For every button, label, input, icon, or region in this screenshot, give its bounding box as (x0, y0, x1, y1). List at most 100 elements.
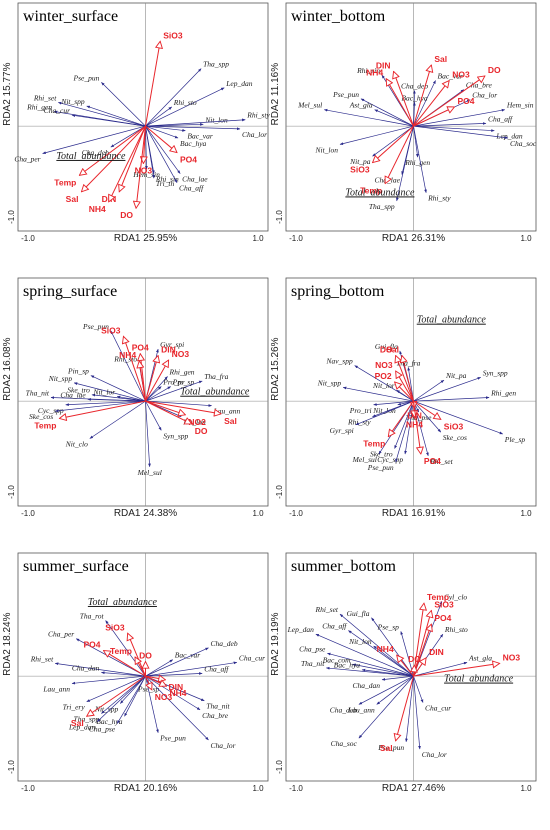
species-label-Nit_pa: Nit_pa (349, 157, 371, 166)
species-arrow-Tha_nit (326, 666, 414, 677)
species-label-Rhi_sto: Rhi_sto (444, 625, 468, 634)
env-label-NO3: NO3 (503, 652, 521, 662)
env-label-NO3: NO3 (172, 349, 190, 359)
y-tick-label: -1.0 (7, 485, 16, 499)
species-arrow-Lau_ann (71, 675, 146, 685)
env-label-NO3: NO3 (375, 360, 393, 370)
x-axis-label: RDA1 24.38% (114, 508, 177, 519)
env-arrow-Sal (145, 400, 222, 414)
species-label-Cha_bre: Cha_bre (202, 711, 229, 720)
species-arrow-Ast_gla (374, 109, 414, 127)
species-arrow-Syn_spp (413, 377, 482, 402)
species-label-Cha_lae: Cha_lae (182, 175, 208, 184)
species-label-Syn_spp: Syn_spp (163, 431, 188, 440)
species-arrow-Ple_sp (413, 400, 504, 435)
species-label-Pro_sp: Pro_sp (172, 378, 195, 387)
env-arrow-SiO3 (123, 336, 146, 402)
species-arrow-Bac_var (413, 80, 436, 127)
species-arrow-Cha_deb (358, 675, 414, 705)
species-label-Mel_sul: Mel_sul (137, 468, 162, 477)
species-arrow-Nit_clo (89, 400, 146, 439)
species-arrow-Cha_pse (116, 675, 146, 724)
species-arrow-Bac_var (145, 125, 186, 132)
env-arrow-DO (136, 126, 146, 208)
species-label-Cha_deb: Cha_deb (211, 639, 238, 648)
y-tick-label: -1.0 (275, 760, 284, 774)
total-abundance-label: Total_abundance (180, 387, 250, 398)
x-tick-label: 1.0 (252, 784, 264, 793)
total-abundance-label: Total_abundance (56, 151, 126, 162)
env-label-PO4: PO4 (434, 613, 451, 623)
species-arrow-Tha_spp (396, 126, 414, 202)
species-label-Bac_hya: Bac_hya (96, 717, 122, 726)
species-label-Cha_dan: Cha_dan (352, 681, 380, 690)
species-arrow-Gui_fla (371, 617, 414, 677)
env-label-NO3: NO3 (452, 70, 470, 80)
species-arrow-Rhi_sto (145, 106, 173, 127)
species-label-Pse_pun: Pse_pun (159, 734, 186, 743)
rda-panel-summer_surface: summer_surface Tha_rot Cha_per Rhi_set Cha_d… (2, 552, 269, 794)
env-arrow-PO4 (413, 107, 455, 127)
env-label-Sal: Sal (71, 718, 84, 728)
species-arrow-Lau_ann (376, 675, 414, 705)
species-label-Tha_nit: Tha_nit (206, 702, 230, 711)
species-arrow-Nav_spp (354, 365, 414, 402)
species-label-Nit_spp: Nit_spp (94, 704, 119, 713)
species-label-Cha_aff: Cha_aff (179, 184, 204, 193)
env-arrow-SiO3 (373, 125, 414, 162)
species-arrow-Lau_ann (145, 400, 212, 407)
species-arrow-Cha_dan (381, 675, 414, 681)
species-arrow-Pse_pun (360, 98, 414, 127)
species-label-Lau_ann: Lau_ann (42, 684, 70, 693)
species-arrow-Cha_aff (145, 125, 178, 183)
species-label-Cha_aff: Cha_aff (204, 664, 229, 673)
env-label-SiO3: SiO3 (444, 421, 464, 431)
env-arrow-NH4 (139, 361, 146, 402)
species-label-Rhi_sty: Rhi_sty (347, 418, 371, 427)
species-label-Ple_sp: Ple_sp (504, 435, 526, 444)
species-arrow-Cha_lor (145, 125, 241, 131)
panel-title: summer_surface (23, 558, 129, 575)
rda-panel-spring_bottom: spring_bottom Gui_fla Tha_fra Nav_spp Nit_pa… (270, 277, 537, 519)
species-label-Ske_cos: Ske_cos (29, 412, 53, 421)
species-arrow-Cha_soc (413, 125, 509, 139)
env-arrow-Sal (413, 65, 432, 127)
x-axis-label: RDA1 26.31% (382, 233, 445, 244)
species-arrow-Cyc_spp (404, 401, 414, 455)
species-label-Nit_spp: Nit_spp (48, 374, 73, 383)
env-label-PO4: PO4 (180, 155, 197, 165)
env-arrow-Temp (79, 125, 146, 175)
env-label-DIN: DIN (376, 60, 391, 70)
species-arrow-Pro_pr (145, 386, 162, 402)
species-arrow-Nit_spp (86, 105, 146, 127)
env-label-SiO3: SiO3 (101, 325, 121, 335)
species-arrow-Cha_lor (145, 675, 209, 741)
species-arrow-Pse_pun (405, 676, 414, 743)
species-arrow-Cha_cur (71, 114, 146, 127)
species-label-Nit_lon: Nit_lon (314, 145, 338, 154)
env-label-SiO3: SiO3 (350, 165, 370, 175)
species-label-Cha_soc: Cha_soc (331, 739, 358, 748)
total-abundance-label: Total_abundance (444, 674, 514, 685)
species-arrow-Bac_com (352, 663, 414, 677)
env-label-Sal: Sal (434, 54, 447, 64)
panel-title: winter_surface (23, 8, 118, 25)
species-label-Lep_dan: Lep_dan (495, 132, 522, 141)
env-arrow-Sal (81, 125, 146, 192)
env-label-NH4: NH4 (170, 688, 187, 698)
species-label-Cha_deb: Cha_deb (401, 82, 428, 91)
species-label-Rhi_set: Rhi_set (429, 457, 453, 466)
species-label-Cha_lor: Cha_lor (472, 91, 497, 100)
species-label-Nit_lor: Nit_lor (372, 381, 395, 390)
rda-panel-summer_bottom: summer_bottom Cyl_clo Rhi_set Gui_fla Rhi_st… (270, 552, 537, 794)
species-label-Nit_lon: Nit_lon (204, 115, 228, 124)
x-tick-label: -1.0 (289, 784, 303, 793)
env-arrow-NH4 (397, 655, 414, 677)
env-arrow-Sal (402, 356, 414, 402)
env-arrow-NO3 (396, 371, 414, 402)
env-label-Sal: Sal (386, 345, 399, 355)
x-axis-label: RDA1 27.46% (382, 783, 445, 794)
species-arrow-Cyc_spp (65, 400, 146, 407)
y-tick-label: -1.0 (7, 210, 16, 224)
